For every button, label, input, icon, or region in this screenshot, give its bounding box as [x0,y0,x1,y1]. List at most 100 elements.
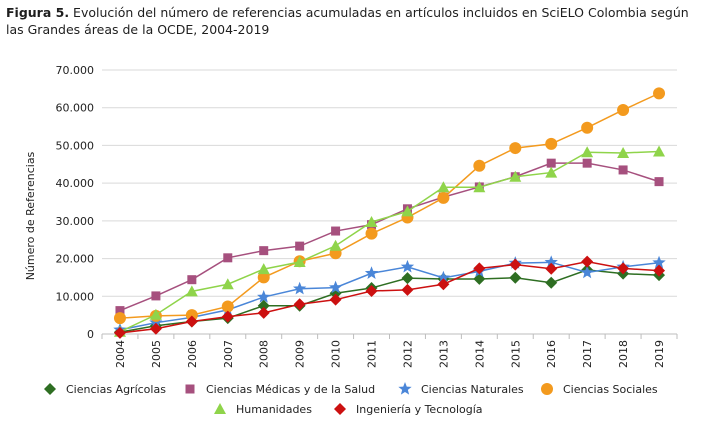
data-point [545,166,558,178]
legend: Ciencias Agrícolas Ciencias Médicas y de … [44,382,658,416]
data-point [401,283,414,296]
data-point [329,239,342,251]
data-point [653,87,666,100]
x-axis-ticks: 2004 2005 2006 2007 2008 2009 2010 2011 2012 2013… [101,334,678,368]
data-point [509,170,522,182]
data-point [149,308,162,320]
data-point [259,246,269,256]
legend-marker [214,403,226,414]
x-tick-label: 2016 [545,340,558,368]
data-point [654,177,664,187]
legend-item: Ciencias Sociales [541,383,658,396]
data-point [473,181,486,193]
data-point [257,299,270,312]
data-point [509,258,522,271]
x-tick-label: 2011 [366,340,379,368]
x-tick-label: 2014 [473,340,486,368]
data-point [257,306,270,319]
legend-marker [334,403,346,415]
data-point [580,265,594,279]
legend-item: Ciencias Agrícolas [44,383,166,396]
x-tick-label: 2017 [581,340,594,368]
data-point [185,309,198,322]
series [113,255,666,339]
y-tick-label: 70.000 [56,64,95,77]
data-point [473,262,486,275]
legend-label: Ingeniería y Tecnología [356,403,483,416]
series-line [119,92,660,319]
x-tick-label: 2007 [222,340,235,368]
data-point [364,266,379,279]
figure-label: Figura 5. [6,5,70,20]
legend-marker [541,383,553,395]
y-tick-label: 50.000 [56,139,95,152]
data-point [401,205,414,217]
x-tick-label: 2015 [509,340,522,368]
data-point [293,255,306,267]
data-point [581,146,594,158]
data-point [151,291,161,301]
series [115,158,664,316]
data-point [328,280,343,294]
data-point [293,281,307,295]
data-point [581,121,594,134]
legend-marker [185,384,195,394]
data-point [149,322,162,335]
data-point [509,271,522,284]
x-tick-label: 2006 [186,340,199,368]
data-point [257,263,270,275]
x-tick-label: 2004 [114,340,127,368]
data-point [185,285,198,297]
data-point [545,137,558,150]
data-point [400,259,415,273]
series-line [119,269,660,333]
data-point [149,315,163,329]
legend-marker [44,383,56,395]
y-tick-label: 60.000 [56,102,95,115]
data-point [436,270,451,284]
data-point [187,275,197,285]
series-line [119,162,660,312]
data-point [437,191,450,204]
data-point [581,255,594,268]
data-point [509,142,522,155]
data-point [437,278,450,291]
data-point [257,290,271,303]
figure-title: Evolución del número de referencias acum… [6,5,689,37]
data-point [221,278,234,290]
legend-item: Ciencias Médicas y de la Salud [185,383,375,396]
gridlines [102,69,677,297]
data-point [653,264,666,277]
legend-label: Ciencias Agrícolas [66,383,166,396]
data-point [653,145,666,157]
data-point [473,272,486,285]
data-point [295,241,305,251]
series-group [113,87,666,339]
y-axis-label: Número de Referencias [24,151,37,280]
series [113,145,666,337]
data-point [617,103,630,116]
data-point [221,310,234,323]
data-point [545,262,558,275]
series [113,263,666,339]
series [113,87,666,325]
data-point [221,300,234,313]
data-point [546,158,556,168]
data-point [545,276,558,289]
legend-item: Ingeniería y Tecnología [334,403,483,416]
x-tick-label: 2012 [401,340,414,368]
x-tick-label: 2019 [653,340,666,368]
data-point [365,227,378,240]
legend-label: Humanidades [236,403,312,416]
legend-item: Humanidades [214,403,312,416]
data-point [223,253,233,263]
data-point [582,158,592,168]
data-point [257,271,270,284]
data-point [331,226,341,236]
series-line [119,150,660,333]
data-point [617,146,630,158]
data-point [618,165,628,175]
data-point [544,255,558,269]
data-point [113,326,126,339]
y-tick-label: 20.000 [56,253,95,266]
